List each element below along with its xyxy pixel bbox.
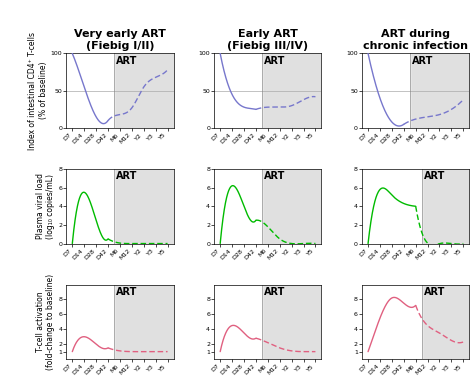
Bar [214, 53, 262, 128]
Text: ART: ART [116, 287, 138, 297]
Title: Very early ART
(Fiebig I/II): Very early ART (Fiebig I/II) [74, 29, 166, 51]
Title: ART during
chronic infection: ART during chronic infection [363, 29, 468, 51]
Bar [66, 169, 114, 244]
Bar [362, 285, 422, 359]
Bar [214, 169, 262, 244]
Text: ART: ART [264, 56, 286, 66]
Y-axis label: T-cell activation
(fold-change to baseline): T-cell activation (fold-change to baseli… [36, 274, 55, 370]
Text: ART: ART [116, 56, 138, 66]
Bar [214, 285, 262, 359]
Y-axis label: Index of intestinal CD4⁺ T-cells
(% of baseline): Index of intestinal CD4⁺ T-cells (% of b… [28, 32, 48, 150]
Text: ART: ART [264, 287, 286, 297]
Text: ART: ART [116, 171, 138, 181]
Y-axis label: Plasma viral load
(log₁₀ copies/mL): Plasma viral load (log₁₀ copies/mL) [36, 173, 55, 239]
Text: ART: ART [264, 171, 286, 181]
Bar [66, 285, 114, 359]
Text: ART: ART [424, 287, 446, 297]
Text: ART: ART [424, 171, 446, 181]
Bar [362, 53, 410, 128]
Text: ART: ART [412, 56, 434, 66]
Bar [362, 169, 422, 244]
Bar [66, 53, 114, 128]
Title: Early ART
(Fiebig III/IV): Early ART (Fiebig III/IV) [227, 29, 309, 51]
